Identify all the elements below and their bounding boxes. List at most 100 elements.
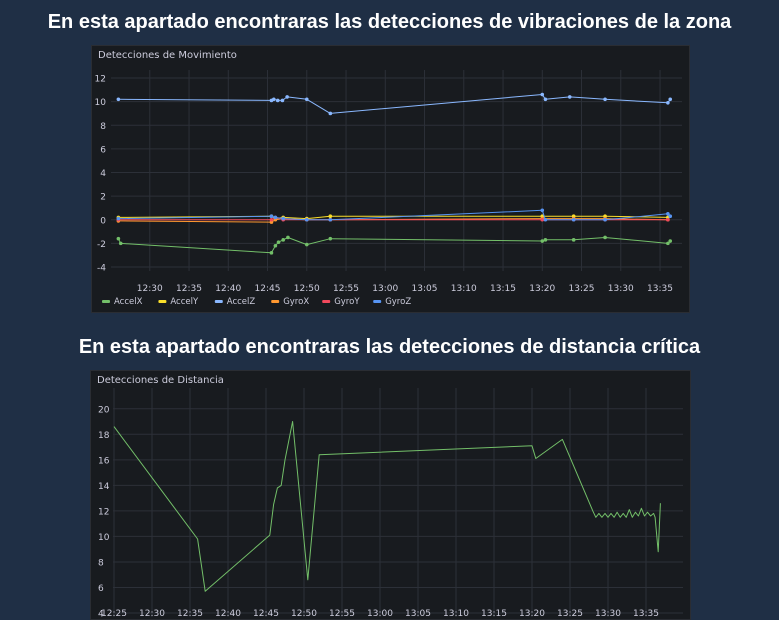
heading-vibraciones: En esta apartado encontraras las detecci…	[47, 11, 732, 33]
y-tick-label: 16	[98, 456, 110, 466]
series-line-gyrox	[118, 218, 668, 223]
x-tick-label: 12:30	[137, 284, 163, 294]
data-point-accelz	[285, 95, 289, 99]
data-point-accelx	[603, 235, 607, 240]
data-point-accelz	[280, 98, 285, 103]
x-tick-label: 13:00	[372, 284, 398, 294]
data-point-gyroz	[666, 212, 670, 216]
legend-item-accely[interactable]: AccelY	[170, 297, 199, 307]
legend-swatch-accelx	[102, 300, 110, 303]
x-tick-label: 12:45	[253, 609, 279, 619]
data-point-accelx	[281, 238, 286, 242]
x-tick-label: 13:25	[557, 609, 583, 619]
data-point-accely	[328, 214, 333, 219]
data-point-gyroy	[269, 217, 274, 222]
data-point-accelx	[269, 251, 274, 255]
data-point-gyroz	[273, 215, 278, 220]
x-tick-label: 12:40	[215, 609, 241, 619]
legend-item-accelz[interactable]: AccelZ	[227, 297, 256, 307]
x-tick-label: 13:35	[633, 609, 659, 619]
data-point-accelx	[118, 241, 123, 246]
data-point-accelx	[116, 236, 121, 241]
data-point-accelz	[603, 97, 607, 102]
x-tick-label: 13:00	[367, 609, 393, 619]
series-line-accelx	[117, 237, 671, 254]
y-tick-label: 6	[98, 584, 104, 594]
x-tick-label: 13:35	[647, 284, 673, 294]
y-tick-label: 8	[100, 122, 106, 132]
data-point-accelx	[571, 238, 576, 242]
movimiento-chart: 12 10 8 6 4 2 0 -2 -4 12:30 12:35 12:40 12:45 12:50 12…	[95, 70, 682, 307]
y-tick-label: 14	[98, 482, 110, 492]
y-tick-label: 10	[95, 98, 107, 108]
y-tick-label: -4	[97, 264, 106, 274]
legend-swatch-accely	[158, 300, 167, 303]
data-point-accelz	[540, 92, 545, 97]
panel-title-movimiento: Detecciones de Movimiento	[98, 50, 237, 61]
x-tick-label: 12:55	[329, 609, 355, 619]
x-tick-label: 13:20	[519, 609, 545, 619]
data-point-gyroz	[603, 217, 607, 222]
data-point-gyroz	[328, 217, 333, 222]
data-point-gyroy	[540, 217, 545, 222]
data-point-gyroz	[269, 214, 274, 219]
data-point-gyroz	[540, 208, 545, 213]
legend-item-gyrox[interactable]: GyroX	[283, 297, 309, 307]
legend-item-gyroz[interactable]: GyroZ	[385, 297, 411, 307]
data-point-accelz	[328, 111, 333, 116]
data-point-accelx	[543, 238, 548, 242]
y-tick-label: 18	[98, 431, 110, 441]
series-line-accelz	[118, 94, 671, 114]
x-tick-label: 12:35	[176, 284, 202, 294]
y-tick-label: 10	[98, 533, 110, 543]
panel-title-distancia: Detecciones de Distancia	[97, 375, 224, 386]
y-tick-label: 4	[100, 169, 106, 179]
data-point-gyroy	[666, 217, 670, 222]
panel-movimiento[interactable]: Detecciones de Movimiento 12 10 8 6 4 2 0 -2 -4 1…	[91, 45, 690, 313]
data-point-gyroz	[668, 214, 673, 219]
y-tick-label: 8	[98, 558, 104, 568]
y-tick-label: 12	[98, 507, 109, 517]
x-tick-label: 12:30	[139, 609, 165, 619]
legend-item-accelx[interactable]: AccelX	[114, 297, 143, 307]
x-tick-label: 13:05	[405, 609, 431, 619]
data-point-gyroz	[543, 217, 548, 222]
data-point-accelx	[276, 240, 281, 244]
heading-distancia: En esta apartado encontraras las detecci…	[78, 336, 701, 358]
data-point-gyroz	[116, 216, 121, 221]
y-tick-label: 4	[98, 610, 104, 620]
x-tick-label: 13:10	[443, 609, 469, 619]
data-point-accelz	[567, 95, 572, 99]
series-line-accely	[118, 215, 668, 220]
legend-swatch-gyrox	[271, 300, 280, 303]
x-tick-label: 13:05	[412, 284, 438, 294]
x-tick-label: 12:45	[255, 284, 281, 294]
panel-distancia[interactable]: Detecciones de Distancia 20 18 16 14 12 10 8 6 4…	[90, 370, 691, 620]
data-point-accelx	[540, 239, 545, 243]
distancia-chart: 20 18 16 14 12 10 8 6 412:25 12:30 12:35 12:40 12:45…	[98, 388, 683, 620]
data-point-accelz	[116, 97, 121, 102]
x-tick-label: 12:25	[101, 609, 127, 619]
x-tick-label: 12:50	[291, 609, 317, 619]
x-tick-label: 13:10	[451, 284, 477, 294]
data-point-accelx	[273, 243, 278, 248]
x-tick-label: 13:20	[529, 284, 555, 294]
data-point-accelz	[666, 101, 670, 105]
data-point-accelx	[286, 235, 290, 240]
y-tick-label: 20	[98, 405, 110, 415]
data-point-gyroz	[304, 217, 309, 222]
data-point-accelx	[328, 236, 333, 241]
data-point-accelz	[272, 97, 276, 102]
x-tick-label: 13:25	[569, 284, 595, 294]
data-point-gyroz	[281, 216, 286, 221]
legend-item-gyroy[interactable]: GyroY	[334, 297, 360, 307]
data-point-accelz	[275, 98, 280, 103]
y-tick-label: 2	[100, 193, 106, 203]
y-tick-label: 0	[100, 216, 106, 226]
x-tick-label: 12:40	[215, 284, 241, 294]
data-point-accelx	[668, 239, 673, 243]
series-line-distancia	[113, 421, 661, 592]
data-point-accelz	[543, 97, 548, 102]
data-point-accelx	[666, 241, 670, 246]
legend-swatch-accelz	[214, 300, 223, 303]
